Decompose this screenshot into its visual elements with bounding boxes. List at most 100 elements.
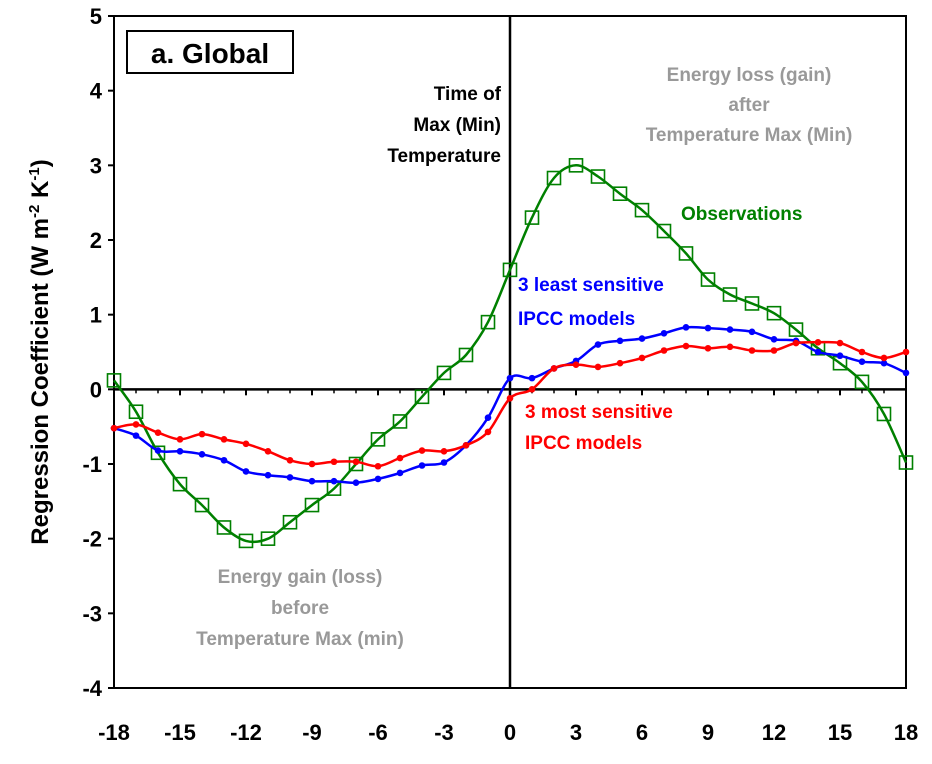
data-point <box>414 389 430 405</box>
data-point <box>880 359 888 367</box>
data-point <box>308 460 316 468</box>
data-point <box>392 414 408 429</box>
data-point <box>726 343 734 351</box>
data-point <box>594 341 602 348</box>
data-point <box>502 262 518 278</box>
x-tick-label: 6 <box>636 720 648 745</box>
data-point <box>660 330 668 337</box>
data-point <box>748 347 756 354</box>
data-point <box>506 394 514 402</box>
x-tick-label: -3 <box>434 720 454 745</box>
y-tick-label: 4 <box>90 79 103 104</box>
x-tick-label: -18 <box>98 720 130 745</box>
annotation-time-of-max-line: Temperature <box>387 146 501 167</box>
data-point <box>506 374 514 382</box>
data-point <box>242 468 250 475</box>
data-point <box>176 448 184 455</box>
data-point <box>106 373 122 388</box>
data-point <box>172 476 188 492</box>
data-point <box>198 450 206 458</box>
y-axis-title-part: Regression Coefficient (W m <box>27 218 54 545</box>
data-point <box>744 296 760 311</box>
data-point <box>568 158 584 173</box>
data-point <box>238 533 254 549</box>
x-tick-label: -9 <box>302 720 322 745</box>
x-tick-label: -6 <box>368 720 388 745</box>
data-point <box>854 374 870 390</box>
y-tick-label: -1 <box>82 452 102 477</box>
data-point <box>418 447 426 454</box>
data-point <box>550 365 558 372</box>
data-point <box>462 442 470 449</box>
data-point <box>374 475 382 483</box>
data-point <box>726 326 734 333</box>
data-point <box>110 424 118 432</box>
data-point <box>814 348 822 356</box>
data-point <box>484 428 492 436</box>
data-point <box>700 272 716 287</box>
data-point <box>370 432 386 447</box>
x-tick-label: -15 <box>164 720 196 745</box>
data-point <box>216 520 232 535</box>
data-point <box>330 477 338 485</box>
annotation-energy-before-line: Temperature Max (min) <box>196 629 404 650</box>
data-point <box>260 531 276 546</box>
x-tick-label: 9 <box>702 720 714 745</box>
data-point <box>616 359 624 367</box>
annotation-energy-before-line: before <box>271 598 329 619</box>
annotation-time-of-max-line: Time of <box>434 84 502 105</box>
data-point <box>682 342 690 350</box>
data-point <box>902 369 910 377</box>
data-point <box>682 324 690 331</box>
data-point <box>458 347 474 363</box>
data-point <box>176 436 184 443</box>
data-point <box>194 497 210 513</box>
y-tick-label: 3 <box>90 153 102 178</box>
annotation-energy-after-line: Energy loss (gain) <box>667 65 832 86</box>
y-tick-label: 1 <box>90 303 102 328</box>
annotation-time-of-max-line: Max (Min) <box>413 115 501 136</box>
x-tick-label: -12 <box>230 720 262 745</box>
data-point <box>528 386 536 393</box>
data-point <box>788 322 804 337</box>
data-point <box>766 305 782 321</box>
data-point <box>902 348 910 356</box>
data-point <box>770 336 778 343</box>
data-point <box>528 374 536 382</box>
annotation-observations-line: Observations <box>681 204 802 225</box>
y-axis-title-superscript: -2 <box>26 205 43 218</box>
data-point <box>220 456 228 464</box>
data-point <box>590 169 606 184</box>
data-point <box>858 348 866 356</box>
series-line <box>112 164 908 544</box>
data-point <box>154 447 162 454</box>
annotation-most-sensitive-line: IPCC models <box>525 433 642 454</box>
data-point <box>374 462 382 470</box>
data-point <box>396 469 404 477</box>
annotation-most-sensitive-line: 3 most sensitive <box>525 402 673 423</box>
data-point <box>308 477 316 485</box>
annotation-least-sensitive-line: IPCC models <box>518 309 635 330</box>
data-point <box>546 170 562 186</box>
title-box <box>126 30 294 74</box>
data-point <box>282 514 298 530</box>
data-point <box>436 365 452 381</box>
y-axis-title-part: K <box>27 180 54 205</box>
annotation-layer: Time of Max (Min) Temperature Energy loss (… <box>196 65 852 650</box>
data-point <box>484 414 492 422</box>
data-point <box>638 335 646 342</box>
data-point <box>748 328 756 336</box>
data-point <box>612 186 628 202</box>
data-point <box>286 474 294 481</box>
y-axis-title-part: ) <box>27 159 54 167</box>
x-tick-label: 15 <box>828 720 852 745</box>
annotation-energy-after-line: Temperature Max (Min) <box>646 125 853 146</box>
data-point <box>128 404 144 420</box>
x-tick-label: 18 <box>894 720 918 745</box>
data-point <box>770 347 778 354</box>
annotation-most-sensitive: 3 most sensitive IPCC models <box>525 402 673 454</box>
x-tick-label: 12 <box>762 720 786 745</box>
data-point <box>330 458 338 466</box>
